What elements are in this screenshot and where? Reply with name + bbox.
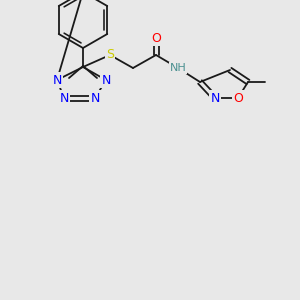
Text: NH: NH [169, 63, 186, 73]
Text: N: N [59, 92, 69, 104]
Text: N: N [90, 92, 100, 104]
Text: O: O [151, 32, 161, 44]
Text: S: S [106, 49, 114, 62]
Text: N: N [52, 74, 62, 86]
Text: O: O [233, 92, 243, 104]
Text: N: N [210, 92, 220, 104]
Text: N: N [101, 74, 111, 86]
